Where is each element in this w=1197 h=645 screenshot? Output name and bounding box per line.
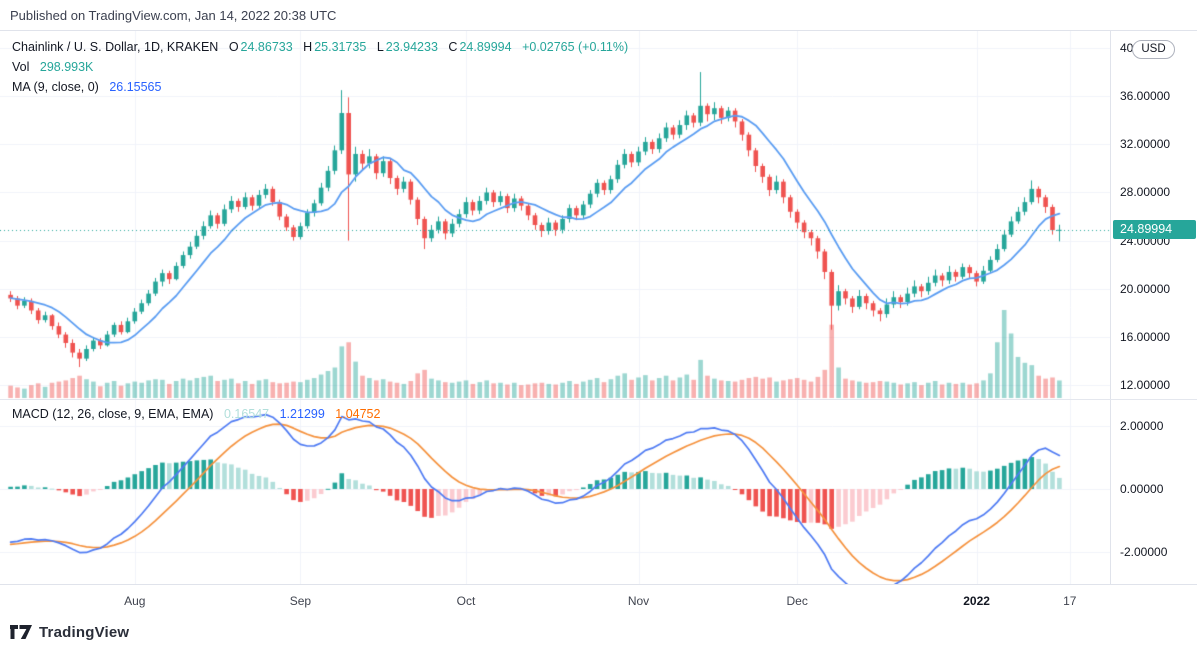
time-axis-label-oct: Oct bbox=[456, 594, 476, 608]
macd-axis-label: 0.00000 bbox=[1120, 482, 1164, 496]
ohlc-open-letter: O bbox=[228, 40, 239, 54]
chart-frame: Chainlink / U. S. Dollar, 1D, KRAKEN O 24… bbox=[0, 30, 1197, 615]
change-value: +0.02765 (+0.11%) bbox=[522, 40, 629, 54]
time-axis-label-sep: Sep bbox=[289, 594, 312, 608]
published-caption: Published on TradingView.com, Jan 14, 20… bbox=[10, 8, 337, 23]
macd-hist-value: 0.16547 bbox=[223, 407, 270, 421]
ohlc-close-letter: C bbox=[448, 40, 458, 54]
macd-line-value: 1.21299 bbox=[279, 407, 325, 421]
volume-legend[interactable]: Vol 298.993K bbox=[12, 59, 93, 75]
macd-legend[interactable]: MACD (12, 26, close, 9, EMA, EMA) 0.1654… bbox=[12, 406, 380, 422]
ohlc-low-value: 23.94233 bbox=[385, 40, 438, 54]
ma-value: 26.15565 bbox=[109, 80, 162, 94]
time-axis-label-aug: Aug bbox=[124, 594, 146, 608]
price-axis-label: 32.00000 bbox=[1120, 137, 1171, 152]
price-axis-label: 36.00000 bbox=[1120, 89, 1171, 104]
time-axis-label-nov: Nov bbox=[627, 594, 650, 608]
price-axis-label: 12.00000 bbox=[1120, 378, 1171, 393]
price-chart-canvas[interactable] bbox=[0, 31, 1110, 584]
footer-brand[interactable]: TradingView bbox=[0, 614, 1197, 644]
time-axis-label-17: 17 bbox=[1063, 594, 1077, 608]
ohlc-high-letter: H bbox=[303, 40, 313, 54]
macd-signal-value: 1.04752 bbox=[335, 407, 381, 421]
symbol-title: Chainlink / U. S. Dollar, 1D, KRAKEN bbox=[12, 40, 219, 54]
time-axis-label-2022: 2022 bbox=[963, 594, 990, 608]
ohlc-high-value: 25.31735 bbox=[314, 40, 367, 54]
price-axis-label: 16.00000 bbox=[1120, 329, 1171, 344]
currency-toggle-button[interactable]: USD bbox=[1132, 40, 1175, 59]
ma-label: MA (9, close, 0) bbox=[12, 80, 99, 94]
volume-label: Vol bbox=[12, 60, 30, 74]
tradingview-brand-text: TradingView bbox=[39, 623, 130, 641]
macd-axis-label: 2.00000 bbox=[1120, 419, 1164, 433]
ohlc-close-value: 24.89994 bbox=[459, 40, 512, 54]
price-axis-label: 28.00000 bbox=[1120, 185, 1171, 200]
current-price-label: 24.89994 bbox=[1113, 220, 1196, 240]
ohlc-low-letter: L bbox=[376, 40, 384, 54]
macd-label: MACD (12, 26, close, 9, EMA, EMA) bbox=[12, 407, 214, 421]
time-axis-label-dec: Dec bbox=[786, 594, 808, 608]
ma-legend[interactable]: MA (9, close, 0) 26.15565 bbox=[12, 79, 161, 95]
price-axis[interactable]: USD 40.0000036.0000032.0000028.0000024.0… bbox=[1110, 31, 1197, 584]
volume-value: 298.993K bbox=[39, 60, 94, 74]
tradingview-logo-icon bbox=[10, 625, 32, 639]
price-axis-label: 20.00000 bbox=[1120, 281, 1171, 296]
pane-separator[interactable] bbox=[0, 399, 1197, 400]
macd-axis-label: -2.00000 bbox=[1120, 545, 1168, 559]
time-axis[interactable]: Aug Sep Oct Nov Dec 2022 17 bbox=[0, 584, 1197, 615]
ohlc-open-value: 24.86733 bbox=[240, 40, 293, 54]
symbol-legend[interactable]: Chainlink / U. S. Dollar, 1D, KRAKEN O 24… bbox=[12, 39, 628, 55]
